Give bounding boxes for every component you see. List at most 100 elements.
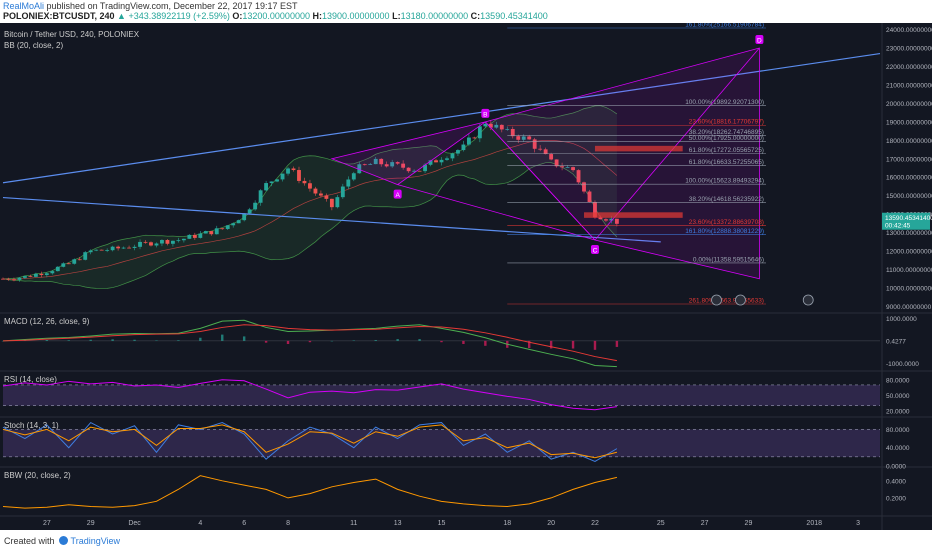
bbw-tick-label: 0.4000	[886, 478, 906, 485]
candle-body	[423, 164, 427, 172]
bbw-tick-label: 0.2000	[886, 495, 906, 502]
x-tick-label: 15	[438, 520, 446, 527]
macd-histogram-bar	[1, 340, 5, 342]
fib-level-label: 61.80%(16633.57255065)	[689, 159, 764, 166]
candle-body	[23, 276, 27, 278]
candle-body	[286, 168, 290, 174]
price-tick-label: 21000.00000000	[886, 82, 932, 89]
macd-histogram-bar	[528, 340, 531, 349]
publisher-line: RealMoAli published on TradingView.com, …	[3, 1, 298, 11]
price-tick-label: 13000.00000000	[886, 230, 932, 237]
candle-body	[384, 164, 389, 167]
macd-histogram-bar	[67, 340, 70, 341]
macd-histogram-bar	[484, 340, 487, 346]
bbw-series-1	[2, 475, 618, 509]
candle-body	[66, 263, 71, 265]
cd-leg	[594, 47, 760, 241]
candle-body	[313, 188, 318, 194]
candle-body	[253, 202, 258, 210]
candle-body	[450, 153, 455, 159]
price-tick-label: 18000.00000000	[886, 138, 932, 145]
pattern-point-d	[755, 35, 764, 44]
low-label: L:	[392, 11, 401, 21]
candle-body	[127, 247, 131, 249]
candle-body	[614, 218, 619, 224]
candle-body	[154, 243, 159, 246]
candle-body	[72, 259, 77, 264]
candle-body	[198, 233, 203, 238]
bollinger-basis	[2, 139, 618, 280]
candle-body	[171, 240, 175, 244]
rsi-band	[3, 384, 880, 406]
x-tick-label: 3	[856, 520, 860, 527]
price-tick-label: 19000.00000000	[886, 119, 932, 126]
tradingview-logo-icon	[58, 536, 68, 545]
pattern-point-a	[393, 189, 402, 199]
pattern-label-c: C	[593, 248, 598, 255]
x-tick-label: 29	[87, 520, 95, 527]
fib-level-label: 161.80%(12888.38081229)	[685, 228, 764, 235]
x-tick-label: 22	[591, 520, 599, 527]
macd-histogram-bar	[615, 340, 619, 347]
macd-tick-label: 1000.0000	[886, 316, 917, 323]
macd-histogram-bar	[352, 340, 355, 341]
close-label: C:	[470, 11, 481, 21]
candle-body	[214, 228, 219, 235]
candle-body	[494, 124, 499, 128]
fib-level-label: 100.00%(19892.92071300)	[685, 99, 764, 106]
candle-body	[83, 252, 88, 260]
candle-body	[308, 183, 312, 189]
price-pane-title: Bitcoin / Tether USD, 240, POLONIEX	[4, 30, 140, 39]
candle-body	[357, 164, 362, 174]
macd-histogram-bar	[440, 340, 443, 343]
candle-body	[439, 159, 444, 163]
candle-body	[225, 225, 230, 229]
candle-body	[143, 241, 148, 243]
fib-level-label: 38.20%(14618.56235922)	[689, 196, 764, 203]
macd-histogram-bar	[571, 340, 575, 349]
price-tick-label: 12000.00000000	[886, 249, 932, 256]
created-with-text: Created with	[4, 536, 55, 546]
low-value: 13180.00000000	[400, 11, 469, 21]
candle-body	[543, 149, 548, 155]
rsi-tick-label: 50.0000	[886, 393, 910, 400]
author-link[interactable]: RealMoAli	[3, 1, 45, 11]
candle-body	[390, 162, 395, 167]
macd-histogram-bar	[308, 340, 312, 343]
candle-body	[165, 240, 170, 244]
candle-body	[554, 159, 559, 167]
support-zone	[584, 212, 683, 218]
candle-body	[6, 278, 11, 280]
candle-body	[28, 276, 33, 277]
macd-pane-title: MACD (12, 26, close, 9)	[4, 317, 90, 326]
candle-body	[445, 158, 449, 160]
grid-lines	[0, 312, 932, 517]
x-tick-label: 27	[701, 520, 709, 527]
last-price-value: 13590.45341400	[885, 215, 932, 222]
candle-body	[466, 137, 471, 145]
macd-histogram-bar	[111, 339, 114, 341]
fib-level-label: 261.80%(8663.96555633)	[689, 298, 764, 305]
chart-canvas[interactable]: A B C D 161.80%(25166.51906784) 100.00%(19892…	[0, 23, 932, 530]
candle-body	[362, 164, 367, 166]
candle-body	[604, 219, 608, 221]
macd-histogram-bar	[133, 339, 136, 341]
candle-body	[176, 240, 181, 242]
pattern-point-c	[590, 245, 599, 254]
candle-body	[324, 195, 329, 199]
x-tick-label: 29	[745, 520, 753, 527]
candle-body	[94, 249, 99, 251]
candle-body	[105, 250, 110, 251]
candle-body	[110, 246, 115, 251]
candle-body	[346, 179, 351, 187]
candle-body	[231, 223, 236, 226]
candle-body	[499, 124, 504, 130]
bb-indicator-label: BB (20, close, 2)	[4, 41, 63, 50]
candle-body	[181, 238, 186, 241]
news-bubble-2-icon	[735, 294, 746, 306]
macd-histogram-bar	[199, 337, 202, 341]
news-bubble-1-icon	[711, 294, 722, 306]
price-tick-label: 24000.00000000	[886, 27, 932, 34]
candle-body	[527, 136, 532, 140]
tradingview-link[interactable]: TradingView	[70, 536, 121, 546]
